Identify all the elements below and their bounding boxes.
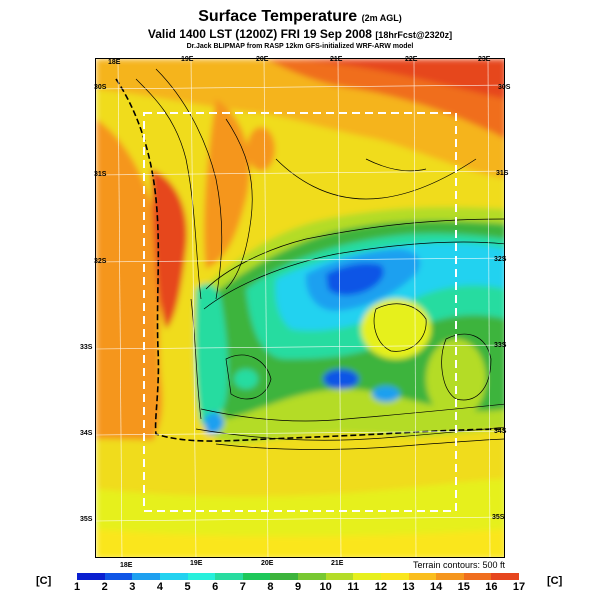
lat-label-right: 32S	[494, 256, 507, 263]
graticule	[96, 59, 504, 557]
terrain-contours	[135, 68, 504, 450]
lat-label-right: 35S	[492, 514, 505, 521]
colorbar-tick-label: 7	[239, 581, 246, 593]
model-credit: Dr.Jack BLIPMAP from RASP 12km GFS-initi…	[186, 43, 414, 50]
lon-label-top: 19E	[181, 56, 194, 63]
lon-label-top: 21E	[330, 56, 343, 63]
colorbar-tick-label: 9	[294, 581, 302, 593]
title-main: Surface Temperature	[198, 8, 358, 25]
forecast-text: [18hrFcst@2320z]	[375, 30, 453, 40]
colorbar-segment	[408, 573, 437, 580]
lon-label-bottom: 20E	[261, 560, 274, 567]
temperature-field	[96, 59, 504, 557]
colorbar-tick-label: 2	[101, 581, 108, 593]
lat-label-right: 33S	[494, 342, 507, 349]
colorbar-segment	[380, 573, 409, 580]
lon-label-top: 20E	[256, 56, 269, 63]
lon-label-bottom: 21E	[331, 560, 344, 567]
lon-label-bottom: 18E	[120, 562, 133, 569]
colorbar-tick-label: 6	[212, 581, 219, 593]
colorbar-unit-left: [C]	[36, 575, 52, 587]
colorbar-tick-label: 5	[184, 581, 191, 593]
colorbar-unit-right: [C]	[547, 575, 563, 587]
colorbar-tick-label: 4	[156, 581, 163, 593]
title-suffix: (2m AGL)	[361, 13, 402, 23]
lat-label-left: 33S	[80, 344, 93, 351]
lat-label-left: 30S	[94, 84, 107, 91]
inner-domain-box	[143, 112, 457, 512]
colorbar-tick-label: 1	[73, 581, 81, 593]
colorbar-segment	[325, 573, 354, 580]
colorbar-tick-label: 11	[347, 581, 360, 593]
colorbar-segment	[159, 573, 188, 580]
lat-label-left: 31S	[94, 171, 107, 178]
map-svg	[96, 59, 504, 557]
coastline	[115, 78, 504, 442]
lat-label-right: 34S	[494, 428, 507, 435]
lat-label-left: 35S	[80, 516, 93, 523]
colorbar-segment	[436, 573, 464, 580]
map-title: Surface Temperature (2m AGL)	[0, 8, 600, 26]
colorbar-segment	[270, 573, 298, 580]
colorbar-segment	[77, 573, 105, 580]
lon-label-bottom: 19E	[190, 560, 203, 567]
colorbar-segment	[242, 573, 271, 580]
colorbar-tick-label: 13	[402, 581, 415, 593]
colorbar	[77, 573, 519, 580]
colorbar-segment	[215, 573, 243, 580]
colorbar-segment	[187, 573, 216, 580]
valid-time: Valid 1400 LST (1200Z) FRI 19 Sep 2008 […	[0, 27, 600, 41]
temperature-map	[95, 58, 505, 558]
colorbar-tick-label: 12	[374, 581, 387, 593]
lon-label-top: 18E	[108, 59, 121, 66]
lat-label-left: 32S	[94, 258, 107, 265]
colorbar-segment	[104, 573, 133, 580]
lon-label-top: 22E	[405, 56, 418, 63]
colorbar-segment	[491, 573, 519, 580]
colorbar-tick-label: 10	[319, 581, 332, 593]
terrain-contours-note: Terrain contours: 500 ft	[412, 560, 505, 570]
colorbar-segment	[298, 573, 326, 580]
colorbar-tick-label: 14	[430, 581, 443, 593]
colorbar-tick-label: 15	[457, 581, 470, 593]
colorbar-tick-label: 16	[485, 581, 498, 593]
colorbar-tick-label: 8	[267, 581, 274, 593]
lon-label-top: 23E	[478, 56, 491, 63]
colorbar-segment	[353, 573, 381, 580]
lat-label-right: 30S	[498, 84, 511, 91]
lat-label-left: 34S	[80, 430, 93, 437]
colorbar-segment	[463, 573, 492, 580]
colorbar-tick-label: 17	[512, 581, 526, 593]
colorbar-segment	[132, 573, 160, 580]
lat-label-right: 31S	[496, 170, 509, 177]
colorbar-tick-label: 3	[129, 581, 136, 593]
valid-text: Valid 1400 LST (1200Z) FRI 19 Sep 2008	[147, 27, 372, 41]
